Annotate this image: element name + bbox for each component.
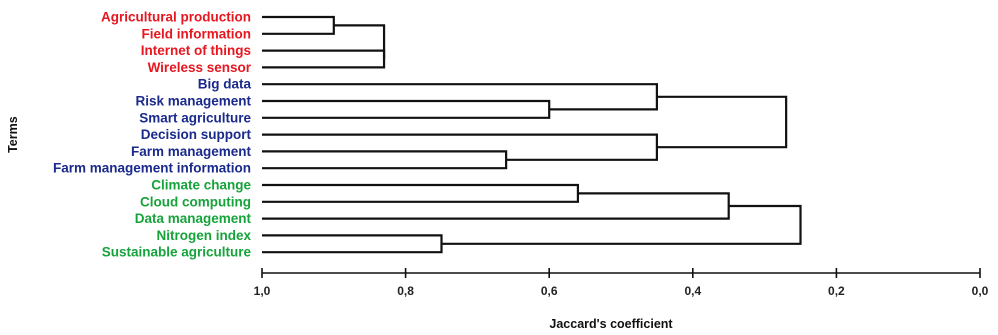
dendrogram-link xyxy=(441,204,802,245)
term-label: Farm management information xyxy=(53,161,251,176)
x-tick-label: 0,4 xyxy=(684,284,701,298)
x-axis: 1,0 0,8 0,6 0,4 0,2 0,0 xyxy=(254,268,989,298)
x-axis-ticks: 1,0 0,8 0,6 0,4 0,2 0,0 xyxy=(254,268,989,298)
dendrogram-link xyxy=(262,150,508,170)
dendrogram-link xyxy=(656,95,788,149)
dendrogram-link xyxy=(262,99,551,119)
dendrogram-link xyxy=(262,83,658,111)
term-label: Big data xyxy=(198,77,252,92)
term-label: Agricultural production xyxy=(101,10,251,25)
dendrogram-link xyxy=(262,192,730,220)
dendrogram-link xyxy=(262,133,658,161)
term-label: Wireless sensor xyxy=(148,60,252,75)
term-label: Smart agriculture xyxy=(139,110,251,125)
term-label: Farm management xyxy=(131,144,252,159)
term-label: Decision support xyxy=(141,127,252,142)
dendrogram-link xyxy=(262,15,335,35)
x-tick-label: 0,0 xyxy=(972,284,989,298)
x-tick-label: 1,0 xyxy=(254,284,271,298)
x-tick-label: 0,8 xyxy=(397,284,414,298)
x-tick-label: 0,6 xyxy=(541,284,558,298)
term-label: Nitrogen index xyxy=(156,228,251,243)
dendrogram-links xyxy=(262,15,802,254)
x-axis-title: Jaccard's coefficient xyxy=(549,317,673,331)
dendrogram-link xyxy=(262,183,580,203)
x-tick-label: 0,2 xyxy=(828,284,845,298)
dendrogram-link xyxy=(262,234,443,254)
term-label: Risk management xyxy=(135,94,251,109)
term-label: Data management xyxy=(135,211,252,226)
term-label: Field information xyxy=(142,26,252,41)
term-label: Internet of things xyxy=(141,43,251,58)
term-label: Climate change xyxy=(151,178,251,193)
term-label: Sustainable agriculture xyxy=(102,245,252,260)
y-axis-title: Terms xyxy=(6,116,20,153)
term-label: Cloud computing xyxy=(140,194,251,209)
dendrogram-link xyxy=(262,49,386,69)
dendrogram-link xyxy=(333,24,386,59)
